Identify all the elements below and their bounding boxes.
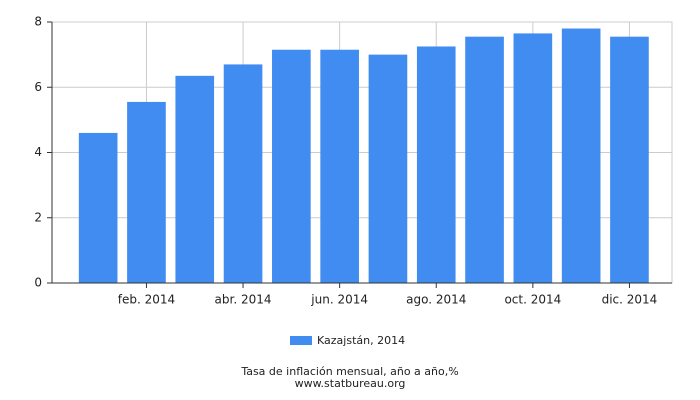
bar: [610, 36, 649, 284]
y-tick-label: 8: [34, 15, 42, 29]
y-tick-label: 6: [34, 80, 42, 94]
x-tick-label: ago. 2014: [406, 293, 466, 307]
bar: [127, 101, 166, 284]
bar: [320, 49, 359, 284]
x-tick-label: jun. 2014: [310, 293, 368, 307]
x-tick-label: abr. 2014: [215, 293, 272, 307]
legend-swatch: [290, 336, 312, 345]
bar: [561, 28, 601, 284]
caption: Tasa de inflación mensual, año a año,%: [240, 365, 458, 378]
source: www.statbureau.org: [295, 377, 406, 390]
y-tick-label: 0: [34, 276, 42, 290]
bar: [368, 54, 408, 283]
bar: [78, 132, 118, 283]
x-tick-label: oct. 2014: [504, 293, 561, 307]
bar: [465, 36, 504, 284]
x-tick-label: feb. 2014: [118, 293, 175, 307]
bar: [223, 64, 263, 283]
bar: [272, 49, 311, 284]
y-tick-label: 4: [34, 145, 42, 159]
bar: [416, 46, 456, 283]
y-tick-label: 2: [34, 210, 42, 224]
legend-label: Kazajstán, 2014: [317, 334, 405, 347]
bar: [513, 33, 553, 284]
x-tick-label: dic. 2014: [602, 293, 658, 307]
bar: [175, 75, 215, 283]
